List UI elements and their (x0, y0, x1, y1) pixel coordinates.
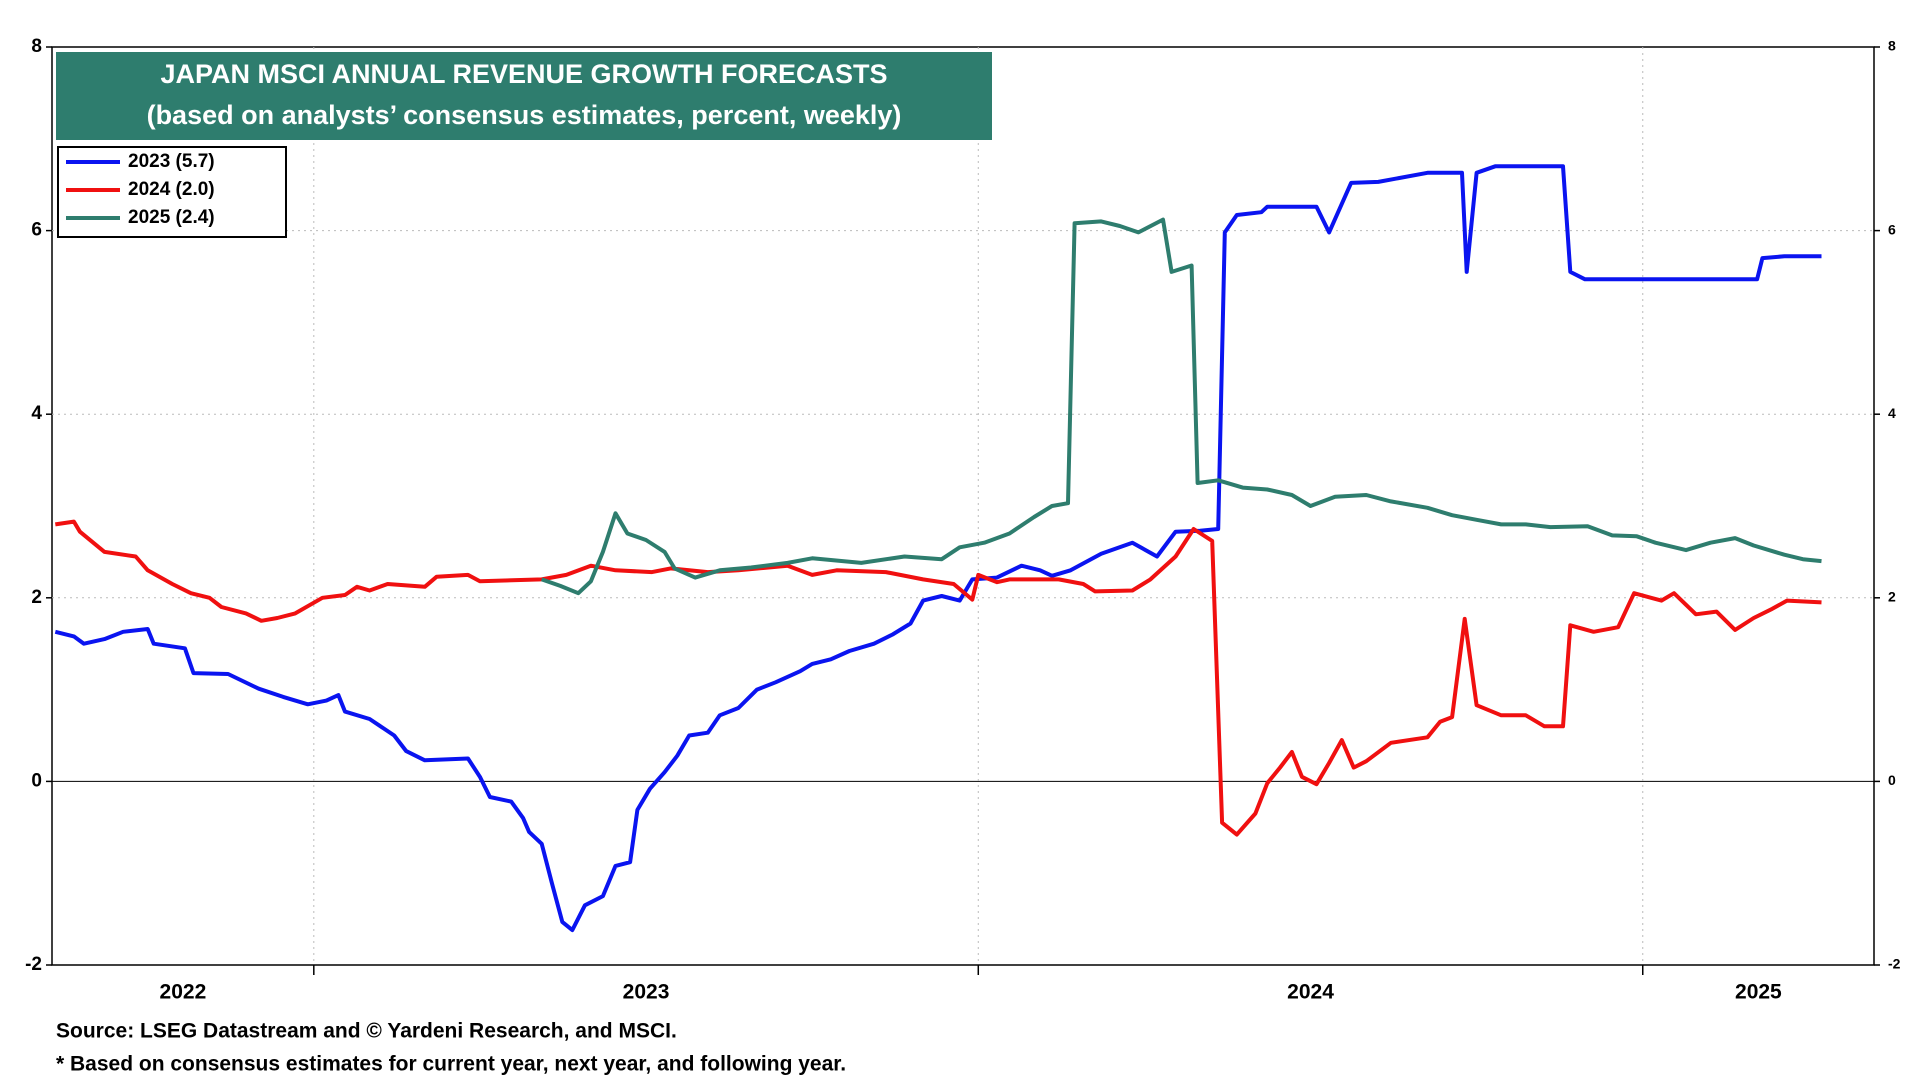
grid (46, 46, 1880, 975)
x-tick-label: 2023 (623, 981, 670, 1004)
legend-label: 2023 (5.7) (128, 151, 215, 172)
x-tick-label: 2025 (1735, 981, 1782, 1004)
y2-tick-label: 6 (1888, 221, 1896, 237)
y-tick-label: -2 (25, 954, 42, 975)
y2-tick-label: 4 (1888, 405, 1896, 421)
title-box (56, 52, 992, 140)
legend: 2023 (5.7) 2024 (2.0) 2025 (2.4) (66, 151, 215, 228)
chart-subtitle: (based on analysts’ consensus estimates,… (147, 100, 902, 130)
y-tick-label: 2 (31, 587, 42, 608)
source: Source: LSEG Datastream and © Yardeni Re… (56, 1020, 677, 1043)
legend-label: 2024 (2.0) (128, 179, 215, 200)
plot-frame (51, 46, 1875, 966)
y2-tick-label: -2 (1888, 956, 1901, 972)
y2-tick-label: 8 (1888, 38, 1896, 54)
chart-title: JAPAN MSCI ANNUAL REVENUE GROWTH FORECAS… (160, 59, 887, 89)
lines (54, 164, 1822, 933)
y2-tick-label: 0 (1888, 772, 1896, 788)
x-tick-label: 2022 (160, 981, 207, 1004)
legend-label: 2025 (2.4) (128, 207, 215, 228)
y-tick-label: 8 (31, 36, 42, 57)
y2-tick-label: 2 (1888, 589, 1896, 605)
series-line (541, 217, 1822, 596)
series-line (55, 519, 1822, 837)
x-tick-label: 2024 (1287, 981, 1334, 1004)
series-line (54, 164, 1822, 933)
y-tick-label: 6 (31, 220, 42, 241)
y-tick-label: 4 (31, 403, 42, 424)
footnote: * Based on consensus estimates for curre… (56, 1053, 846, 1076)
y-tick-label: 0 (31, 770, 42, 791)
